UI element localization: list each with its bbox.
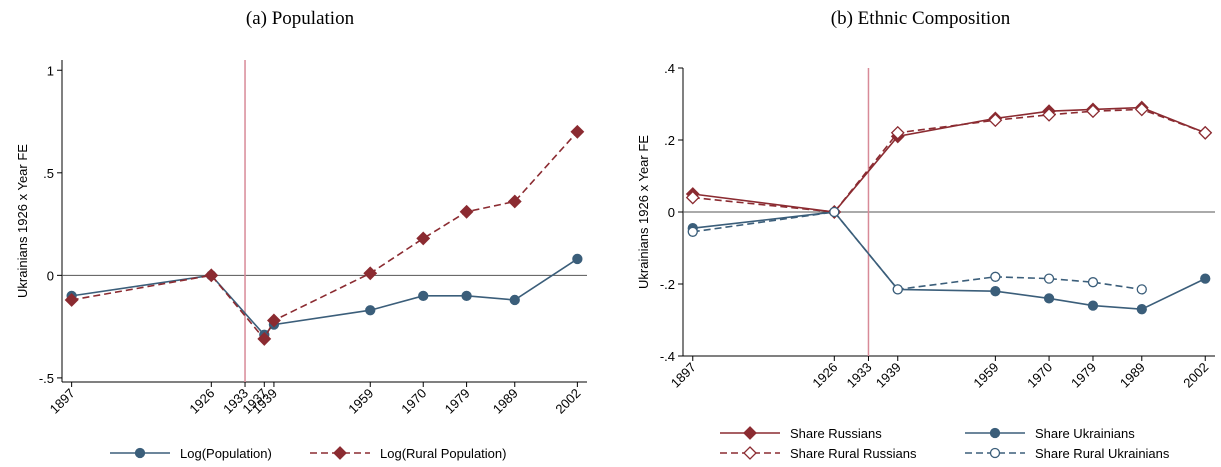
- data-point: [1043, 293, 1055, 304]
- legend-label: Share Russians: [790, 426, 882, 441]
- x-tick-label: 1933: [844, 360, 875, 391]
- series-share-rural-ukrainians: [687, 206, 1147, 295]
- data-point: [990, 271, 1001, 282]
- legend-label: Share Rural Russians: [790, 446, 917, 461]
- data-point: [1087, 300, 1099, 311]
- x-tick-label: 2002: [552, 386, 583, 417]
- y-axis-label: Ukrainians 1926 x Year FE: [636, 135, 651, 289]
- data-point: [509, 294, 520, 306]
- series-share-russians: [685, 100, 1213, 219]
- data-point: [416, 231, 431, 246]
- legend-item: Share Russians: [720, 426, 882, 441]
- data-point: [989, 447, 1001, 459]
- y-axis-label: Ukrainians 1926 x Year FE: [15, 144, 30, 298]
- series-line: [692, 108, 1206, 213]
- data-point: [333, 446, 347, 460]
- data-point: [204, 268, 219, 283]
- legend-item: Share Ukrainians: [965, 426, 1135, 441]
- data-point: [890, 125, 905, 140]
- y-tick-label: .4: [664, 61, 675, 76]
- x-tick-label: 1970: [398, 386, 429, 417]
- data-point: [459, 204, 474, 219]
- x-tick-label: 1989: [1117, 360, 1148, 391]
- data-point: [570, 124, 585, 139]
- data-point: [990, 286, 1001, 297]
- x-tick-label: 1979: [1068, 360, 1099, 391]
- x-tick-label: 1979: [442, 386, 473, 417]
- series-share-ukrainians: [687, 206, 1211, 315]
- data-point: [685, 190, 700, 205]
- data-point: [507, 194, 522, 209]
- series-log-rural-population: [64, 124, 585, 346]
- ethnic-composition-panel: (b) Ethnic Composition -.4 -.2 0 .2 .4 Ukrain…: [620, 0, 1221, 467]
- data-point: [365, 305, 376, 316]
- y-tick-label: 1: [47, 63, 54, 78]
- data-point: [1136, 284, 1147, 295]
- data-point: [892, 284, 903, 295]
- data-point: [418, 290, 429, 302]
- data-point: [829, 206, 840, 218]
- y-tick-label: -.4: [660, 349, 675, 364]
- data-point: [1200, 273, 1211, 284]
- population-panel: (a) Population -.5 0 .5 1 Ukrainians 1926 x …: [0, 0, 600, 467]
- legend-item: Log(Population): [110, 446, 272, 461]
- x-tick-label: 1897: [47, 386, 78, 417]
- data-point: [1134, 102, 1149, 117]
- data-point: [64, 293, 79, 307]
- data-point: [1042, 107, 1056, 122]
- y-tick-label: -.5: [39, 371, 54, 386]
- x-tick-label: 1959: [345, 386, 376, 417]
- legend-item: Log(Rural Population): [310, 446, 506, 461]
- x-tick-label: 1939: [873, 360, 904, 391]
- y-tick-label: .2: [664, 133, 675, 148]
- legend-label: Share Rural Ukrainians: [1035, 446, 1170, 461]
- data-point: [267, 313, 281, 328]
- panel-title: (b) Ethnic Composition: [830, 8, 1011, 29]
- y-tick-label: -.2: [660, 277, 675, 292]
- legend-label: Log(Population): [180, 446, 272, 461]
- data-point: [1086, 104, 1100, 119]
- data-point: [572, 253, 583, 265]
- data-point: [257, 332, 272, 346]
- data-point: [134, 447, 146, 459]
- series-line: [71, 258, 578, 337]
- x-tick-label: 1939: [249, 386, 280, 417]
- population-chart: -.5 0 .5 1 Ukrainians 1926 x Year FE 1897 1926…: [15, 60, 587, 461]
- x-tick-label: 2002: [1180, 360, 1211, 391]
- x-tick-label: 1970: [1024, 360, 1055, 391]
- series-log-population: [66, 253, 583, 340]
- x-tick-label: 1926: [186, 386, 217, 417]
- x-tick-label: 1926: [809, 360, 840, 391]
- legend-item: Share Rural Russians: [720, 446, 917, 461]
- data-point: [988, 113, 1003, 128]
- series-share-rural-russians: [685, 102, 1213, 219]
- data-point: [1198, 125, 1213, 140]
- y-tick-label: .5: [43, 166, 54, 181]
- series-line: [692, 211, 1142, 291]
- series-line: [692, 106, 1206, 213]
- series-line: [692, 211, 1206, 311]
- data-point: [743, 446, 757, 460]
- data-point: [363, 266, 378, 281]
- series-line: [71, 131, 578, 341]
- data-point: [989, 427, 1001, 439]
- data-point: [461, 290, 472, 302]
- legend-label: Share Ukrainians: [1035, 426, 1135, 441]
- y-tick-label: 0: [668, 205, 675, 220]
- ethnic-composition-chart: -.4 -.2 0 .2 .4 Ukrainians 1926 x Year FE 1897…: [636, 61, 1215, 461]
- legend-item: Share Rural Ukrainians: [965, 446, 1170, 461]
- data-point: [1087, 277, 1099, 288]
- x-tick-label: 1959: [970, 360, 1001, 391]
- data-point: [1043, 273, 1055, 284]
- x-tick-label: 1897: [668, 360, 699, 391]
- legend-label: Log(Rural Population): [380, 446, 506, 461]
- y-tick-label: 0: [47, 268, 54, 283]
- x-tick-label: 1989: [490, 386, 521, 417]
- data-point: [687, 226, 698, 237]
- data-point: [743, 426, 757, 440]
- data-point: [1136, 304, 1147, 315]
- panel-title: (a) Population: [245, 8, 355, 29]
